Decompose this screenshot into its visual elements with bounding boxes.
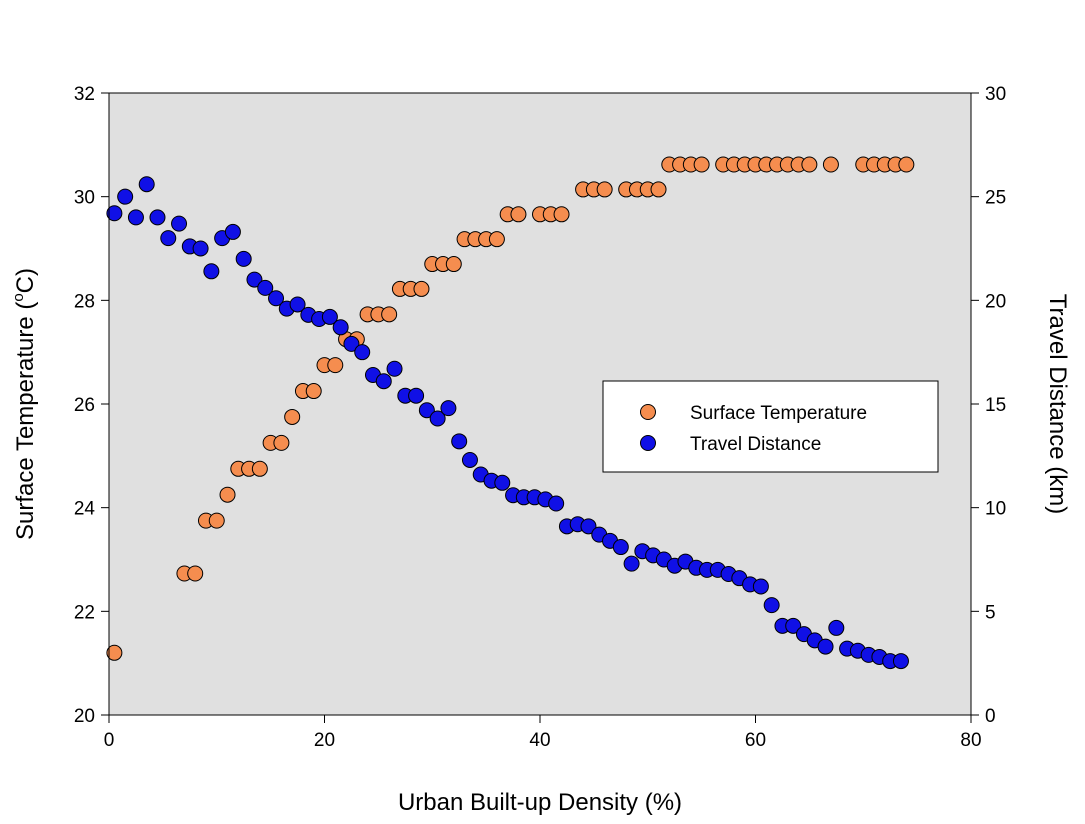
surface-temperature-point: [446, 257, 461, 272]
x-axis-title: Urban Built-up Density (%): [398, 789, 682, 816]
surface-temperature-point: [285, 409, 300, 424]
x-tick-label: 80: [960, 730, 981, 751]
travel-distance-point: [204, 264, 219, 279]
travel-distance-point: [613, 540, 628, 555]
legend-label-travel-distance: Travel Distance: [690, 434, 821, 455]
y-axis-left-title-main: Surface Temperature (: [12, 302, 39, 540]
surface-temperature-point: [694, 157, 709, 172]
y-left-tick-label: 26: [74, 395, 95, 416]
travel-distance-point: [355, 345, 370, 360]
y-axis-left-title: Surface Temperature (oC): [10, 268, 39, 540]
surface-temperature-point: [489, 232, 504, 247]
x-tick-label: 60: [745, 730, 766, 751]
legend-marker-surface-temperature: [641, 405, 656, 420]
travel-distance-point: [236, 251, 251, 266]
travel-distance-point: [376, 374, 391, 389]
travel-distance-point: [495, 475, 510, 490]
travel-distance-point: [462, 452, 477, 467]
travel-distance-point: [172, 216, 187, 231]
y-axis-left-title-unit: C): [12, 268, 39, 293]
surface-temperature-point: [188, 566, 203, 581]
surface-temperature-point: [651, 182, 666, 197]
surface-temperature-point: [899, 157, 914, 172]
surface-temperature-point: [220, 487, 235, 502]
legend-box: [603, 381, 938, 472]
travel-distance-point: [387, 361, 402, 376]
travel-distance-point: [333, 320, 348, 335]
y-axis-right-title: Travel Distance (km): [1044, 294, 1071, 514]
y-left-tick-label: 28: [74, 291, 95, 312]
travel-distance-point: [225, 224, 240, 239]
travel-distance-point: [818, 639, 833, 654]
surface-temperature-point: [597, 182, 612, 197]
surface-temperature-point: [414, 281, 429, 296]
y-right-tick-label: 5: [985, 602, 996, 623]
y-right-tick-label: 20: [985, 291, 1006, 312]
travel-distance-point: [139, 177, 154, 192]
y-axis-left-title-superscript: o: [10, 293, 27, 301]
surface-temperature-point: [252, 461, 267, 476]
surface-temperature-point: [209, 513, 224, 528]
travel-distance-point: [624, 556, 639, 571]
travel-distance-point: [753, 579, 768, 594]
surface-temperature-point: [511, 207, 526, 222]
surface-temperature-point: [328, 358, 343, 373]
travel-distance-point: [893, 654, 908, 669]
travel-distance-point: [549, 496, 564, 511]
travel-distance-point: [829, 620, 844, 635]
x-tick-label: 20: [314, 730, 335, 751]
travel-distance-point: [193, 241, 208, 256]
travel-distance-point: [441, 401, 456, 416]
y-left-tick-label: 22: [74, 602, 95, 623]
surface-temperature-point: [274, 435, 289, 450]
x-tick-label: 0: [104, 730, 115, 751]
travel-distance-point: [150, 210, 165, 225]
y-right-tick-label: 30: [985, 84, 1006, 105]
y-left-tick-label: 20: [74, 706, 95, 727]
surface-temperature-point: [382, 307, 397, 322]
surface-temperature-point: [802, 157, 817, 172]
y-right-tick-label: 0: [985, 706, 996, 727]
y-right-tick-label: 10: [985, 499, 1006, 520]
travel-distance-point: [118, 189, 133, 204]
y-right-tick-label: 25: [985, 188, 1006, 209]
legend-marker-travel-distance: [641, 436, 656, 451]
travel-distance-point: [409, 388, 424, 403]
y-right-tick-label: 15: [985, 395, 1006, 416]
surface-temperature-point: [306, 384, 321, 399]
legend-label-surface-temperature: Surface Temperature: [690, 403, 867, 424]
travel-distance-point: [161, 231, 176, 246]
y-left-tick-label: 30: [74, 188, 95, 209]
surface-temperature-point: [823, 157, 838, 172]
legend: Surface Temperature Travel Distance: [603, 381, 938, 472]
travel-distance-point: [764, 598, 779, 613]
travel-distance-point: [452, 434, 467, 449]
x-tick-label: 40: [529, 730, 550, 751]
y-left-tick-label: 32: [74, 84, 95, 105]
surface-temperature-point: [554, 207, 569, 222]
y-left-tick-label: 24: [74, 499, 96, 520]
travel-distance-point: [128, 210, 143, 225]
